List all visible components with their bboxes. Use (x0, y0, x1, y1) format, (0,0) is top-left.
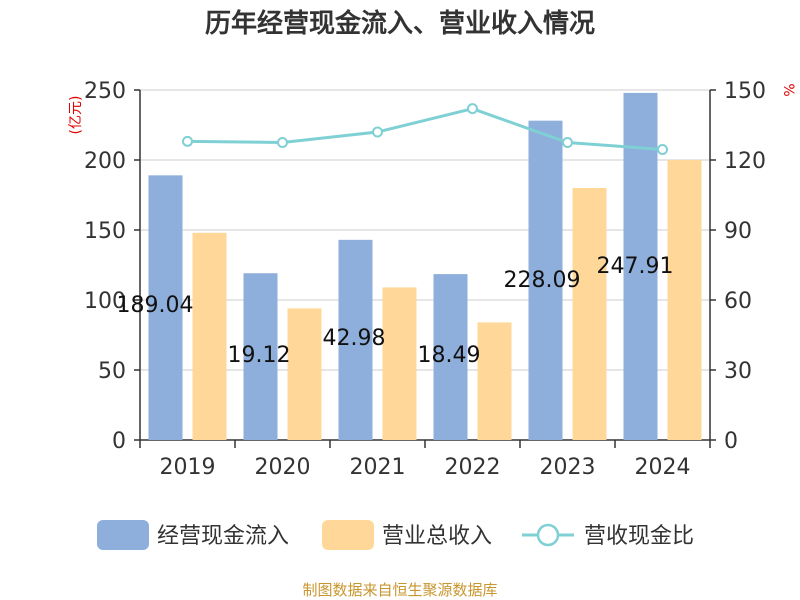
legend-label: 营业总收入 (382, 524, 492, 549)
legend-swatch (97, 520, 149, 550)
data-label: 19.12 (228, 343, 291, 368)
right-axis-unit: % (780, 83, 796, 96)
legend[interactable]: 经营现金流入 营业总收入 营收现金比 (97, 520, 694, 550)
legend-label: 经营现金流入 (157, 524, 289, 549)
bars (148, 92, 702, 441)
legend-item-2[interactable]: 营收现金比 (522, 523, 694, 549)
bar-cash-inflow (528, 120, 563, 440)
bar-revenue (287, 308, 322, 440)
left-axis-unit: (亿元) (68, 96, 84, 135)
ratio-line-path (187, 107, 663, 151)
x-tick-label: 2019 (160, 455, 216, 480)
bar-cash-inflow (623, 92, 658, 441)
bar-revenue (382, 287, 417, 440)
left-tick-label: 50 (98, 359, 126, 384)
ratio-point (657, 144, 668, 155)
bar-revenue (192, 232, 227, 440)
left-tick-label: 150 (84, 219, 126, 244)
x-tick-label: 2021 (350, 455, 406, 480)
chart-title: 历年经营现金流入、营业收入情况 (205, 8, 595, 39)
left-tick-label: 200 (84, 149, 126, 174)
bar-cash-inflow (243, 273, 278, 440)
ratio-line (182, 103, 668, 155)
left-tick-label: 100 (84, 289, 126, 314)
source-note: 制图数据来自恒生聚源数据库 (302, 581, 497, 599)
data-label: 247.91 (597, 254, 674, 279)
data-label: 42.98 (323, 326, 386, 351)
right-tick-label: 150 (724, 79, 766, 104)
right-tick-label: 90 (724, 219, 752, 244)
data-label: 228.09 (504, 268, 581, 293)
right-tick-label: 30 (724, 359, 752, 384)
x-tick-label: 2022 (445, 455, 501, 480)
right-tick-label: 60 (724, 289, 752, 314)
right-tick-label: 0 (724, 429, 738, 454)
data-labels: 189.04 19.12 42.98 18.49 228.09 247.91 (117, 254, 674, 368)
legend-item-1[interactable]: 营业总收入 (322, 520, 492, 550)
ratio-point (467, 103, 478, 115)
right-tick-label: 120 (724, 149, 766, 174)
axes: 0 50 100 150 200 250 0 30 60 90 120 150 (亿元)% 2019 202… (68, 79, 796, 480)
left-tick-label: 250 (84, 79, 126, 104)
ratio-point (562, 137, 573, 148)
bar-revenue (572, 188, 607, 440)
x-tick-label: 2020 (255, 455, 311, 480)
ratio-point (182, 135, 193, 147)
bar-cash-inflow (338, 239, 373, 440)
bar-revenue (477, 322, 512, 440)
data-label: 189.04 (117, 293, 194, 318)
bar-revenue (667, 160, 702, 440)
ratio-point (372, 126, 383, 138)
legend-item-0[interactable]: 经营现金流入 (97, 520, 289, 550)
bar-cash-inflow (433, 274, 468, 440)
ratio-point (277, 137, 288, 148)
x-tick-label: 2023 (540, 455, 596, 480)
grid (140, 89, 710, 371)
legend-swatch (322, 520, 374, 550)
bar-cash-inflow (148, 175, 183, 440)
legend-marker (536, 523, 560, 547)
data-label: 18.49 (418, 343, 481, 368)
left-tick-label: 0 (112, 429, 126, 454)
x-tick-label: 2024 (635, 455, 691, 480)
legend-label: 营收现金比 (584, 524, 694, 549)
